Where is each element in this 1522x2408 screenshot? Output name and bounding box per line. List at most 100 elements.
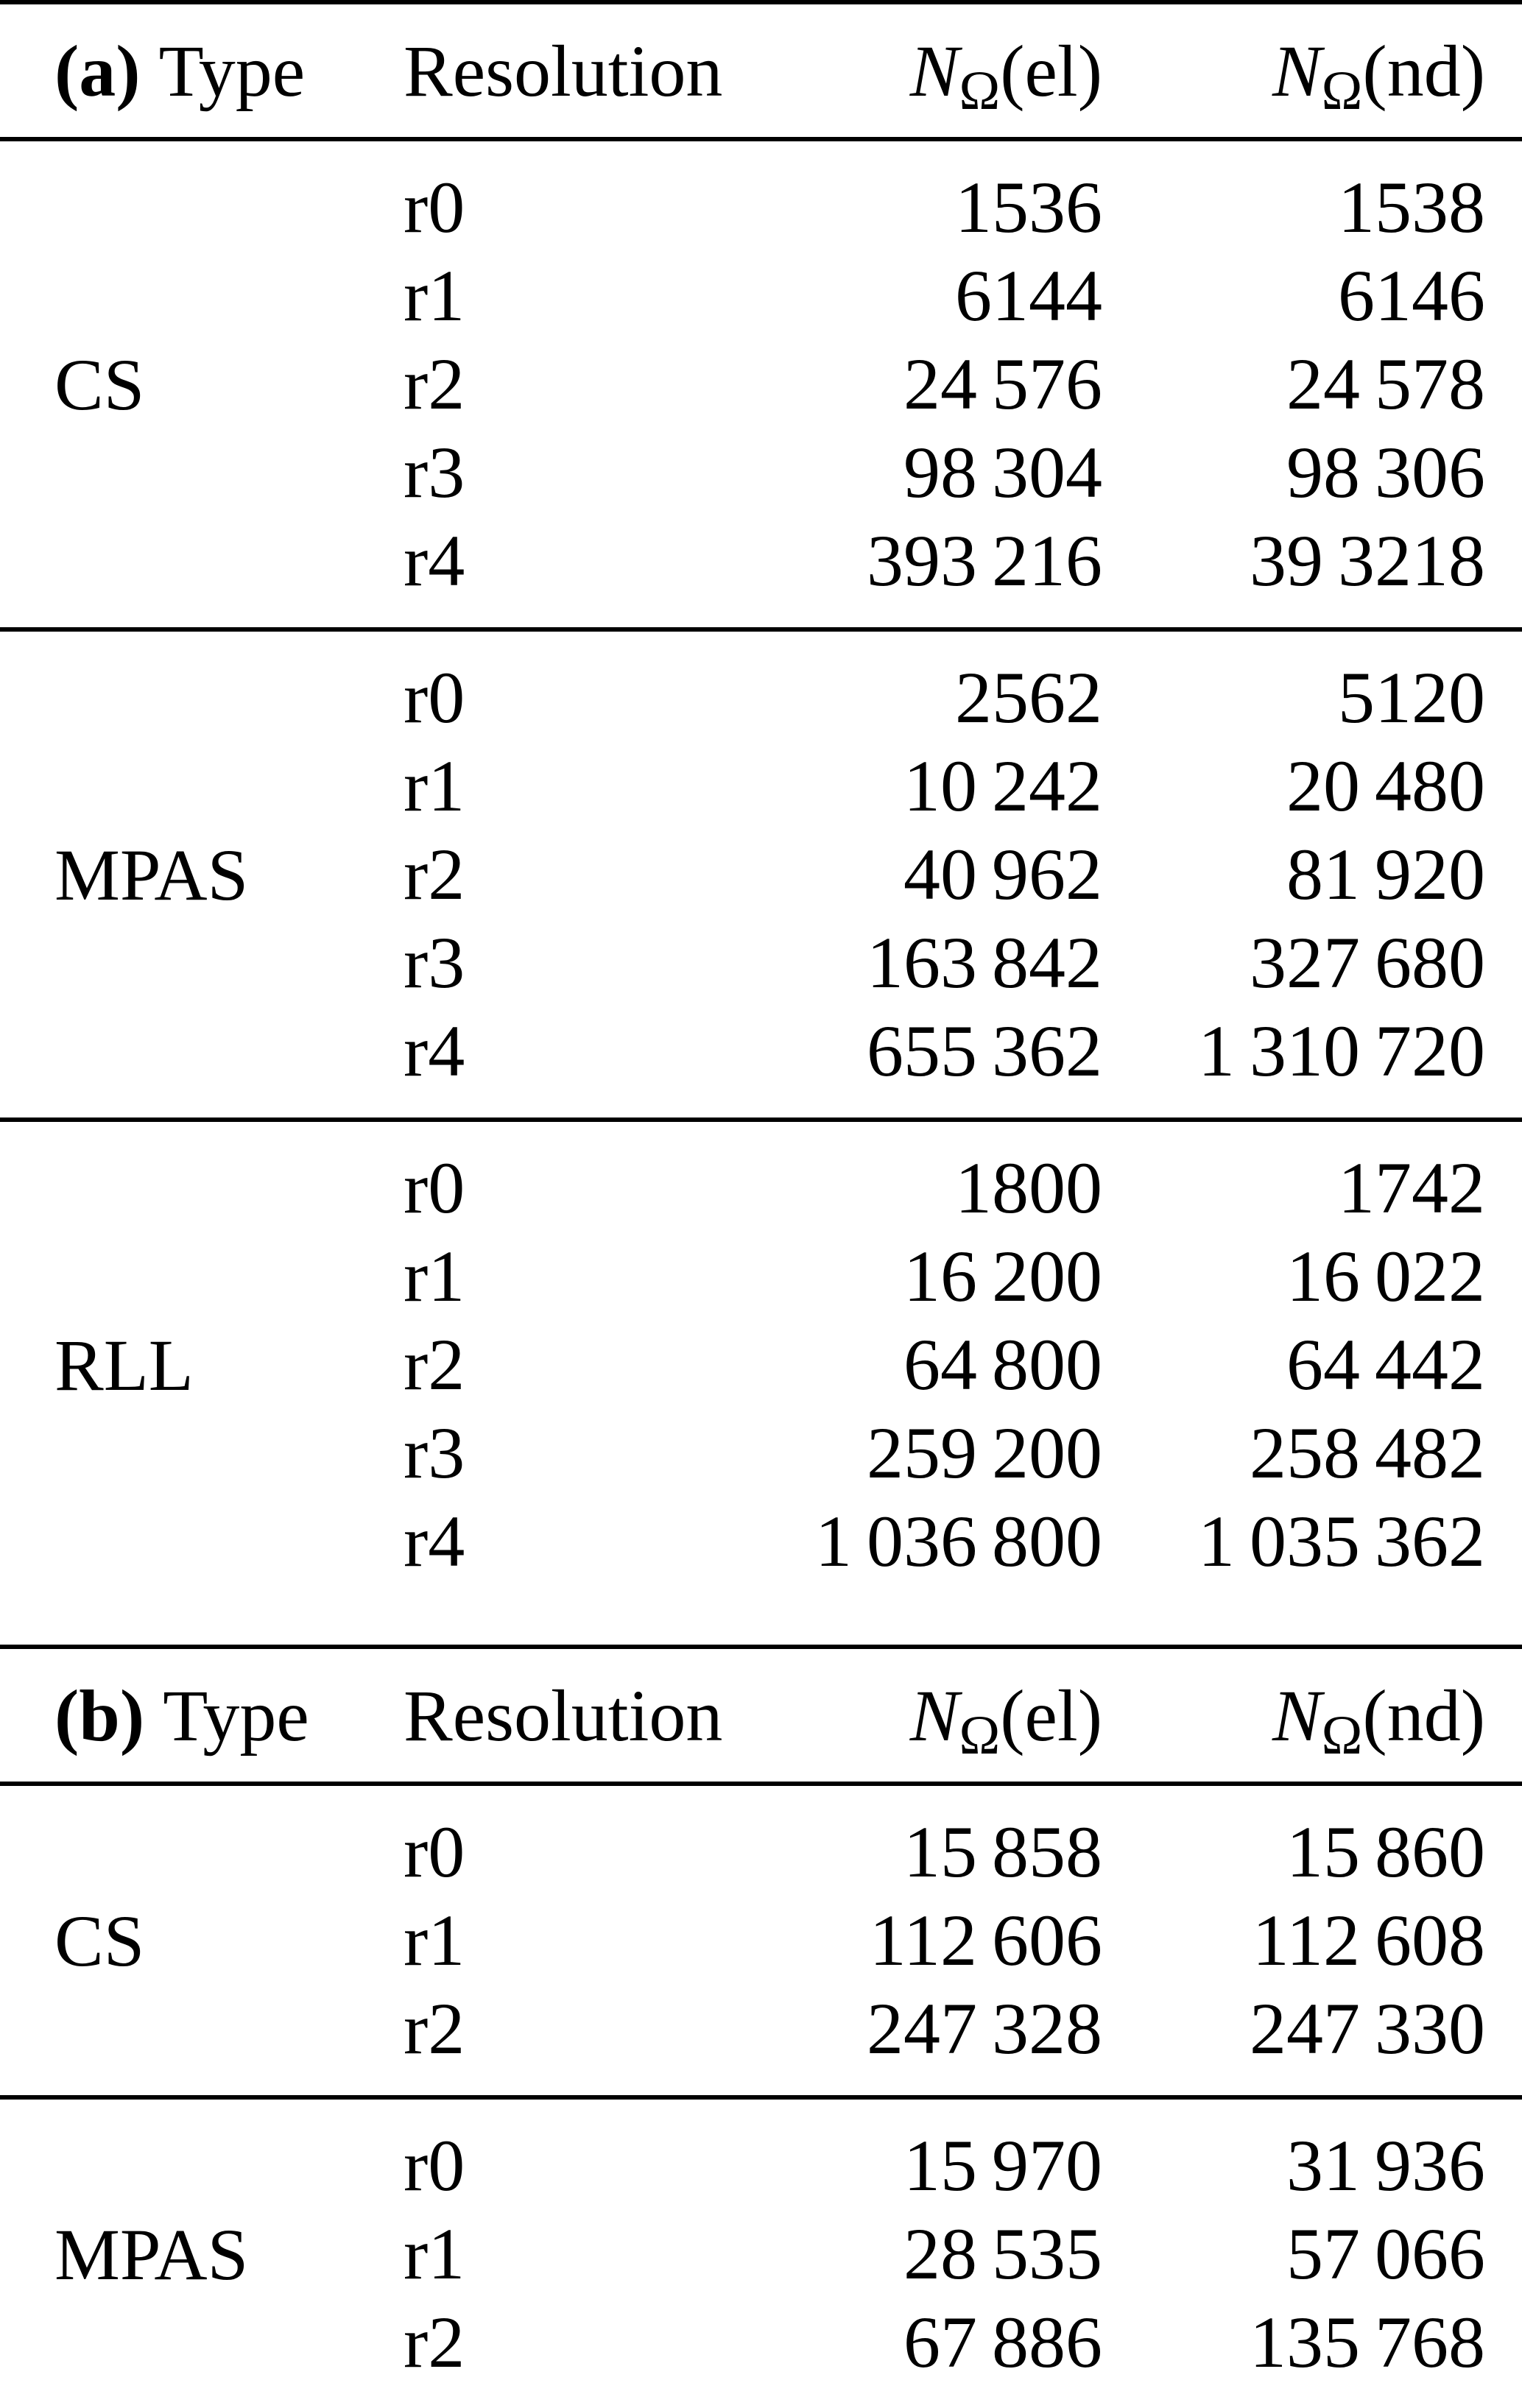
el-count-cell: 393 216 [866,520,1102,601]
nd-count-cell: 327 680 [1249,922,1485,1003]
nd-count-cell: 1538 [1338,166,1485,248]
nd-count-cell: 1 035 362 [1197,1500,1485,1582]
el-count-cell: 24 576 [903,343,1102,425]
table-row: r2 67 886 135 768 [404,2298,1522,2387]
math-n-symbol: N [909,1674,959,1756]
nd-count-cell: 64 442 [1286,1324,1485,1405]
el-count-cell: 1536 [955,166,1102,248]
resolution-cell: r2 [404,1988,465,2069]
type-label: CS [54,343,145,426]
resolution-cell: r2 [404,2301,465,2383]
resolution-cell: r0 [404,1811,465,1893]
section-b-cs: CS r0 15 858 15 860 r1 112 606 112 608 r… [0,1786,1522,2095]
el-count-cell: 10 242 [903,745,1102,827]
table-row: r0 15 858 15 860 [404,1808,1522,1896]
el-count-cell: 15 858 [903,1811,1102,1893]
type-header-label: Type [163,1674,309,1756]
el-suffix: (el) [1000,29,1102,112]
nd-count-cell: 39 3218 [1249,520,1485,601]
table-row: r4 655 362 1 310 720 [404,1007,1522,1095]
resolution-cell: r1 [404,1235,465,1317]
table-b-header-row: (b) Type Resolution NΩ(el) NΩ(nd) [0,1649,1522,1782]
table-a-header-row: (a) Type Resolution NΩ(el) NΩ(nd) [0,4,1522,137]
omega-subscript: Ω [959,60,1001,122]
header-b-rule [0,1782,1522,1786]
table-row: r1 28 535 57 066 [404,2210,1522,2298]
omega-subscript: Ω [1321,60,1363,122]
el-count-cell: 67 886 [903,2301,1102,2383]
el-count-cell: 40 962 [903,833,1102,915]
resolution-cell: r1 [404,1899,465,1981]
nd-count-cell: 24 578 [1286,343,1485,425]
el-count-cell: 1800 [955,1147,1102,1229]
section-rows: r0 15 858 15 860 r1 112 606 112 608 r2 2… [404,1808,1522,2073]
resolution-cell: r0 [404,2125,465,2206]
table-row: r0 1800 1742 [404,1144,1522,1232]
omega-subscript: Ω [959,1705,1001,1767]
type-label: CS [54,1899,145,1982]
nd-count-cell: 112 608 [1252,1899,1485,1981]
elements-count-header: NΩ(el) [683,1673,1102,1764]
table-row: r2 247 328 247 330 [404,1985,1522,2073]
el-count-cell: 98 304 [903,431,1102,513]
section-rule [0,1118,1522,1122]
resolution-cell: r0 [404,657,465,738]
section-a-cs: CS r0 1536 1538 r1 6144 6146 r2 24 576 2… [0,141,1522,627]
table-top-rule [0,0,1522,4]
resolution-cell: r3 [404,1412,465,1494]
nd-count-cell: 31 936 [1286,2125,1485,2206]
table-row: r0 2562 5120 [404,654,1522,742]
resolution-cell: r4 [404,520,465,601]
table-row: r4 393 216 39 3218 [404,517,1522,605]
resolution-header: Resolution [404,1674,723,1756]
table-row: r2 40 962 81 920 [404,830,1522,919]
resolution-cell: r4 [404,1500,465,1582]
elements-count-header: NΩ(el) [683,29,1102,119]
nd-suffix: (nd) [1362,29,1485,112]
el-count-cell: 247 328 [866,1988,1102,2069]
el-suffix: (el) [1000,1674,1102,1756]
el-count-cell: 2562 [955,657,1102,738]
section-b-mpas: MPAS r0 15 970 31 936 r1 28 535 57 066 r… [0,2100,1522,2408]
el-count-cell: 112 606 [869,1899,1102,1981]
resolution-cell: r2 [404,343,465,425]
table-row: r1 6144 6146 [404,252,1522,340]
nd-count-cell: 247 330 [1249,1988,1485,2069]
section-rows: r0 1800 1742 r1 16 200 16 022 r2 64 800 … [404,1144,1522,1586]
resolution-cell: r0 [404,1147,465,1229]
nodes-count-header: NΩ(nd) [1102,1673,1522,1764]
resolution-header: Resolution [404,29,723,112]
panel-b-label: (b) [54,1674,145,1756]
el-count-cell: 1 036 800 [814,1500,1102,1582]
el-count-cell: 6144 [955,255,1102,336]
section-rows: r0 15 970 31 936 r1 28 535 57 066 r2 67 … [404,2122,1522,2387]
el-count-cell: 163 842 [866,922,1102,1003]
math-n-symbol: N [909,29,959,112]
nd-count-cell: 16 022 [1286,1235,1485,1317]
table-row: r3 259 200 258 482 [404,1409,1522,1497]
table-b-type-header: (b) Type [0,1673,404,1758]
nd-count-cell: 57 066 [1286,2213,1485,2295]
nd-count-cell: 1742 [1338,1147,1485,1229]
el-count-cell: 64 800 [903,1324,1102,1405]
el-count-cell: 15 970 [903,2125,1102,2206]
panel-a-label: (a) [54,29,141,112]
omega-subscript: Ω [1321,1705,1363,1767]
section-rule [0,627,1522,632]
table-row: r0 1536 1538 [404,163,1522,252]
type-label: RLL [54,1324,194,1406]
el-count-cell: 16 200 [903,1235,1102,1317]
resolution-cell: r2 [404,1324,465,1405]
nd-count-cell: 15 860 [1286,1811,1485,1893]
resolution-cell: r1 [404,2213,465,2295]
table-row: r1 10 242 20 480 [404,742,1522,830]
nd-count-cell: 1 310 720 [1197,1010,1485,1092]
nd-count-cell: 258 482 [1249,1412,1485,1494]
type-header-label: Type [158,29,306,112]
section-rows: r0 1536 1538 r1 6144 6146 r2 24 576 24 5… [404,163,1522,605]
section-rows: r0 2562 5120 r1 10 242 20 480 r2 40 962 … [404,654,1522,1095]
nd-count-cell: 20 480 [1286,745,1485,827]
nd-suffix: (nd) [1362,1674,1485,1756]
resolution-cell: r3 [404,922,465,1003]
